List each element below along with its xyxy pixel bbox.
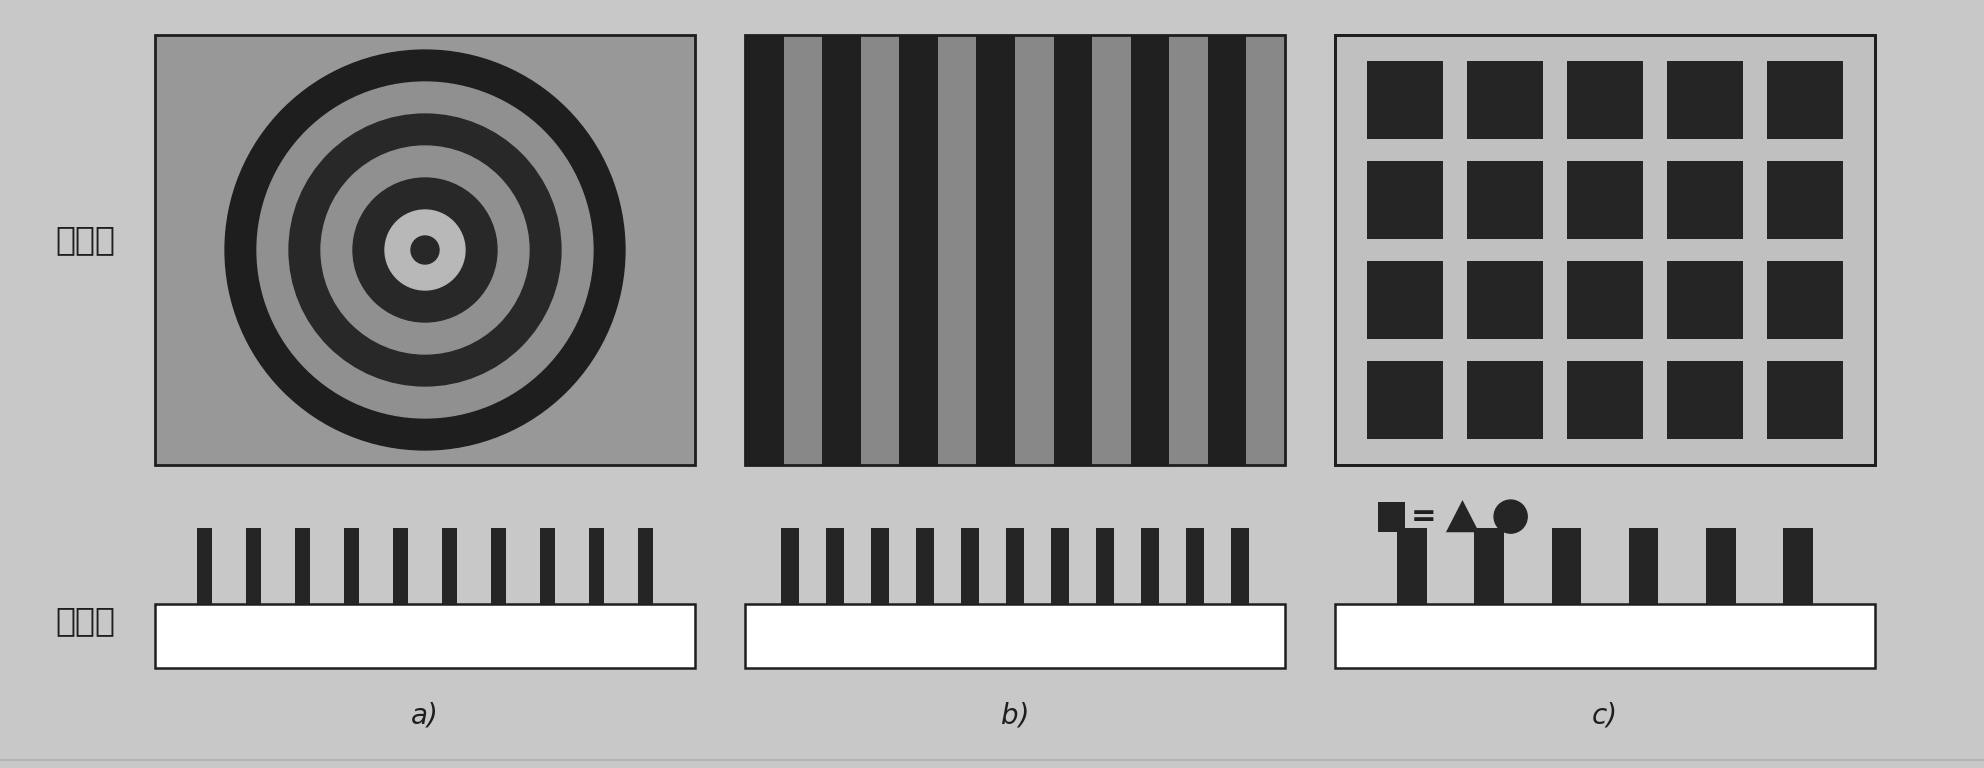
Bar	[1667, 61, 1742, 139]
Bar	[196, 528, 212, 604]
Bar	[825, 528, 843, 604]
Bar	[1468, 261, 1544, 339]
Bar	[899, 35, 938, 465]
Bar	[1468, 161, 1544, 240]
Bar	[589, 528, 605, 604]
Bar	[1768, 161, 1843, 240]
Bar	[1006, 528, 1024, 604]
Bar	[1367, 61, 1442, 139]
Bar	[639, 528, 653, 604]
Bar	[1768, 361, 1843, 439]
Bar	[1335, 35, 1875, 465]
Bar	[1367, 361, 1442, 439]
Bar	[1054, 35, 1091, 465]
Bar	[1567, 261, 1643, 339]
Circle shape	[385, 210, 464, 290]
Bar	[1246, 35, 1286, 465]
Text: 俦视图: 俦视图	[56, 223, 115, 257]
Bar	[746, 35, 1286, 465]
Bar	[1468, 361, 1544, 439]
Bar	[1667, 161, 1742, 240]
Bar	[1567, 361, 1643, 439]
Circle shape	[353, 178, 496, 322]
Bar	[938, 35, 976, 465]
Bar	[782, 528, 800, 604]
Bar	[976, 35, 1016, 465]
Text: =: =	[1411, 502, 1436, 531]
Bar	[1367, 261, 1442, 339]
Bar	[917, 528, 934, 604]
Circle shape	[321, 146, 530, 354]
Bar	[871, 528, 889, 604]
Circle shape	[290, 114, 561, 386]
Bar	[1551, 528, 1581, 604]
Text: b): b)	[1000, 701, 1030, 730]
Bar	[155, 604, 694, 668]
Bar	[1186, 528, 1204, 604]
Bar	[821, 35, 861, 465]
Bar	[155, 35, 694, 465]
Bar	[1052, 528, 1069, 604]
Bar	[1629, 528, 1659, 604]
Circle shape	[1494, 500, 1528, 533]
Bar	[1367, 161, 1442, 240]
Bar	[1169, 35, 1208, 465]
Circle shape	[224, 50, 625, 450]
Bar	[1567, 161, 1643, 240]
Bar	[442, 528, 456, 604]
Circle shape	[258, 82, 593, 418]
Bar	[540, 528, 556, 604]
Bar	[1667, 361, 1742, 439]
Bar	[246, 528, 260, 604]
Bar	[1091, 35, 1131, 465]
Polygon shape	[1446, 500, 1478, 532]
Bar	[861, 35, 899, 465]
Bar	[1141, 528, 1159, 604]
Bar	[343, 528, 359, 604]
Bar	[492, 528, 506, 604]
Circle shape	[411, 236, 438, 264]
Bar	[1397, 528, 1426, 604]
Bar	[1784, 528, 1813, 604]
Bar	[393, 528, 409, 604]
Bar	[1208, 35, 1246, 465]
Bar	[784, 35, 821, 465]
Bar	[1335, 604, 1875, 668]
Bar	[746, 604, 1286, 668]
Bar	[1768, 61, 1843, 139]
Bar	[1706, 528, 1736, 604]
Bar	[296, 528, 310, 604]
Bar	[746, 35, 1286, 465]
Bar	[1095, 528, 1113, 604]
Bar	[1335, 35, 1875, 465]
Bar	[1567, 61, 1643, 139]
Bar	[1768, 261, 1843, 339]
Bar	[960, 528, 978, 604]
Text: c): c)	[1591, 701, 1619, 730]
Bar	[1131, 35, 1169, 465]
Bar	[1016, 35, 1054, 465]
Bar	[1379, 502, 1405, 531]
Bar	[1474, 528, 1504, 604]
Bar	[1667, 261, 1742, 339]
Text: 剖面图: 剖面图	[56, 604, 115, 637]
Bar	[1232, 528, 1248, 604]
Text: a): a)	[411, 701, 438, 730]
Bar	[1468, 61, 1544, 139]
Bar	[746, 35, 784, 465]
